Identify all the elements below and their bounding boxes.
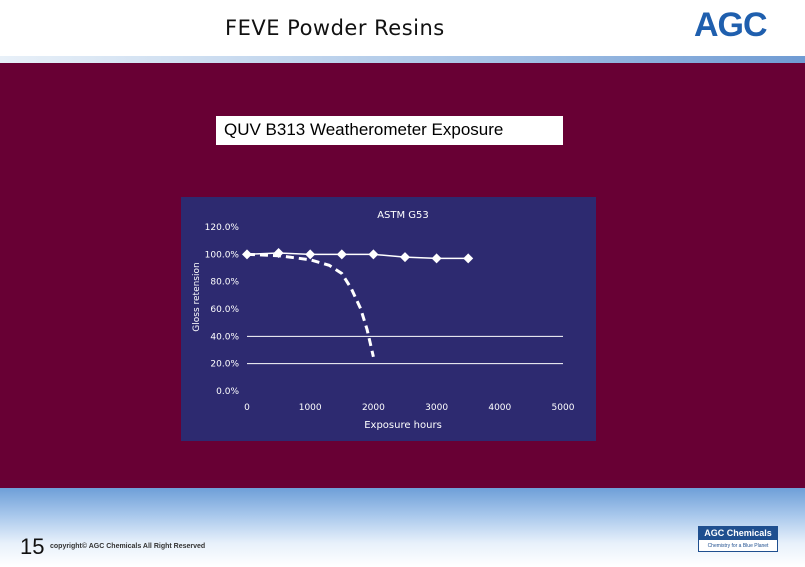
x-tick-label: 4000 [488,403,511,413]
y-tick-label: 60.0% [210,305,239,315]
data-point [400,252,410,263]
footer [0,488,805,567]
series-line [246,252,469,260]
data-point [431,253,442,264]
y-tick-label: 0.0% [216,387,239,397]
y-axis-label: Gloss retension [192,262,202,331]
chart-svg: ASTM G53 Exposure hours Gloss retension … [181,197,596,441]
chart: ASTM G53 Exposure hours Gloss retension … [181,197,596,441]
header-stripe [0,56,805,63]
series-line-dashed [246,252,375,358]
agc-chemicals-logo: AGC Chemicals Chemistry for a Blue Plane… [698,526,778,552]
agc-logo: AGC [694,6,768,44]
y-tick-label: 100.0% [205,250,240,260]
agc-chemicals-logo-text: AGC Chemicals [699,527,777,540]
y-tick-label: 120.0% [205,223,240,233]
x-tick-label: 0 [244,403,250,413]
page-number: 15 [20,534,45,559]
subtitle-box: QUV B313 Weatherometer Exposure [216,116,563,145]
y-tick-label: 80.0% [210,278,239,288]
x-tick-label: 1000 [299,403,322,413]
agc-chemicals-tagline: Chemistry for a Blue Planet [707,543,769,549]
slide-title: FEVE Powder Resins [225,16,445,40]
x-axis-label: Exposure hours [364,420,442,431]
data-point [463,253,474,264]
x-tick-label: 3000 [425,403,448,413]
data-point [305,249,316,260]
copyright: copyright© AGC Chemicals All Right Reser… [50,543,206,550]
x-tick-label: 5000 [552,403,575,413]
y-tick-label: 40.0% [210,332,239,342]
x-tick-label: 2000 [362,403,385,413]
chart-title: ASTM G53 [377,210,429,221]
subtitle: QUV B313 Weatherometer Exposure [224,120,504,139]
y-tick-label: 20.0% [210,360,239,370]
data-point [336,249,347,260]
chart-background [181,197,596,441]
header: FEVE Powder Resins AGC [0,0,805,56]
